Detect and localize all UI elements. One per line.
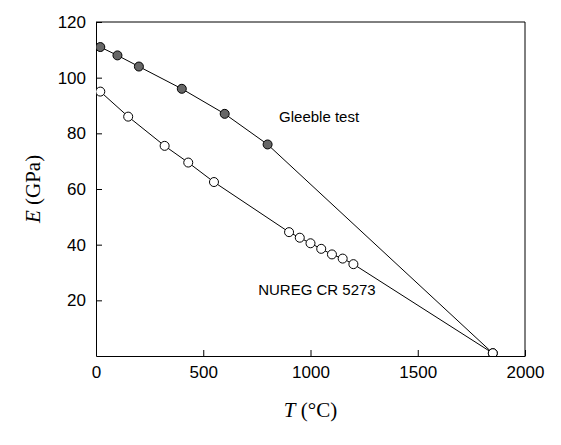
tick-label: 40: [67, 236, 86, 255]
point: [327, 250, 336, 259]
tick: 20: [67, 291, 102, 310]
point: [317, 244, 326, 253]
tick-mark: [96, 78, 102, 79]
annotation: Gleeble test: [279, 108, 360, 125]
annotation: NUREG CR 5273: [258, 281, 376, 298]
tick-label: 60: [67, 180, 86, 199]
y-axis-title: E (GPa): [21, 155, 45, 224]
point: [349, 260, 358, 269]
data-area: [96, 43, 497, 356]
point: [124, 112, 133, 121]
point: [338, 254, 347, 263]
tick-mark: [418, 350, 419, 356]
tick: 60: [67, 180, 102, 199]
point: [209, 178, 218, 187]
point: [263, 140, 272, 149]
y-axis: 20 40 60 80 100 120: [58, 13, 102, 357]
tick-label: 500: [190, 363, 218, 382]
tick-label: 120: [58, 13, 86, 32]
chart: 0 500 1000 1500 2000 20 40 60 80 100 120 Gleeble te…: [0, 0, 561, 445]
tick: 40: [67, 236, 102, 255]
tick-mark: [96, 245, 102, 246]
series-line: [100, 47, 493, 353]
point: [113, 51, 122, 60]
plot: 0 500 1000 1500 2000 20 40 60 80 100 120 Gleeble te…: [58, 13, 545, 382]
point: [306, 239, 315, 248]
tick-mark: [96, 133, 102, 134]
point: [295, 233, 304, 242]
point: [134, 62, 143, 71]
tick: 500: [190, 350, 218, 382]
frame: [96, 22, 525, 356]
tick-label: 80: [67, 124, 86, 143]
point: [160, 141, 169, 150]
tick-mark: [311, 350, 312, 356]
tick-mark: [203, 350, 204, 356]
point: [220, 109, 229, 118]
series-line: [100, 92, 493, 354]
tick-label: 1000: [292, 363, 330, 382]
tick-label: 1500: [399, 363, 437, 382]
point: [177, 84, 186, 93]
tick: 1500: [399, 350, 437, 382]
tick-label: 2000: [507, 363, 545, 382]
tick-mark: [96, 300, 102, 301]
point: [96, 87, 105, 96]
tick: 100: [58, 69, 102, 88]
point: [488, 349, 497, 356]
tick-label: 100: [58, 69, 86, 88]
tick-label: 0: [92, 363, 101, 382]
tick: 120: [58, 13, 102, 32]
x-axis: 0 500 1000 1500 2000: [92, 350, 545, 382]
axis-line: [97, 356, 526, 357]
point: [96, 43, 105, 52]
point: [184, 158, 193, 167]
point: [285, 228, 294, 237]
tick-label: 20: [67, 291, 86, 310]
x-axis-title: T (°C): [284, 398, 337, 422]
tick: 1000: [292, 350, 330, 382]
tick: 80: [67, 124, 102, 143]
tick-mark: [96, 189, 102, 190]
point: [488, 349, 497, 356]
